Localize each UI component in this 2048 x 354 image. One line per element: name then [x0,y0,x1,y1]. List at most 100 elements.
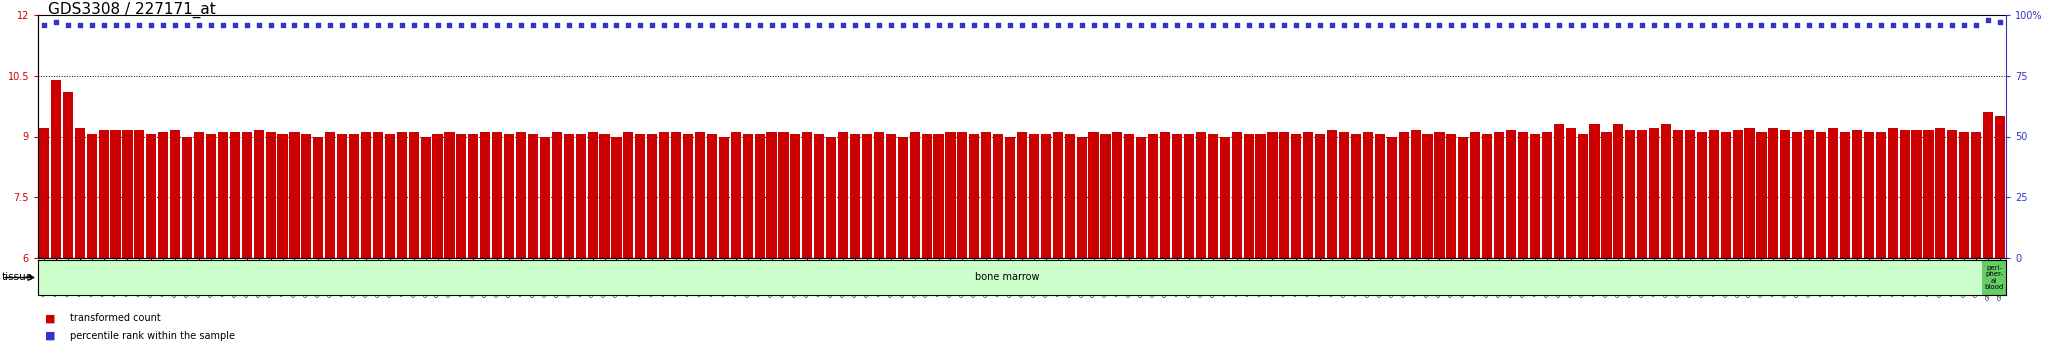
Point [1280,22,1313,28]
Point [1745,22,1778,28]
Bar [432,135,442,258]
Bar [266,132,276,258]
Bar [145,135,156,258]
Text: percentile rank within the sample: percentile rank within the sample [70,331,236,341]
Bar [74,129,84,258]
Bar [410,132,418,258]
Point [778,22,811,28]
Point [1315,22,1348,28]
Bar [469,135,479,258]
Point [827,22,860,28]
Point [219,22,252,28]
Point [1255,22,1288,28]
Point [874,22,907,28]
Bar [1518,132,1528,258]
Bar [825,137,836,258]
Point [1935,22,1968,28]
Bar [1483,135,1493,258]
Bar [1006,137,1016,258]
Bar [1077,137,1087,258]
Bar [1208,135,1219,258]
Point [1792,22,1825,28]
Point [719,22,752,28]
Point [743,22,776,28]
Bar [1745,129,1755,258]
Point [516,22,549,28]
Point [1518,22,1550,28]
Point [1411,22,1444,28]
Point [39,19,72,25]
Bar [1018,132,1026,258]
Bar [635,135,645,258]
Bar [1231,132,1241,258]
Text: ■: ■ [45,331,55,341]
Point [1651,22,1683,28]
Point [432,22,465,28]
Bar [1708,130,1718,258]
Point [838,22,870,28]
Point [1149,22,1182,28]
Bar [1780,130,1790,258]
Point [1386,22,1419,28]
Bar [682,135,692,258]
Bar [1851,130,1862,258]
Bar [1948,130,1958,258]
Bar [623,132,633,258]
Bar [1817,132,1827,258]
Bar [1255,135,1266,258]
Bar [242,132,252,258]
Point [1399,22,1432,28]
Point [588,22,621,28]
Bar [1589,124,1599,258]
Point [887,22,920,28]
Bar [1124,135,1135,258]
Bar [922,135,932,258]
Bar [803,132,813,258]
Point [731,22,764,28]
Point [1673,22,1706,28]
Point [373,22,406,28]
Point [1174,22,1206,28]
Point [1161,22,1194,28]
Bar [659,132,670,258]
Point [1698,22,1731,28]
Point [254,22,287,28]
Point [123,22,156,28]
Bar [1411,130,1421,258]
Point [1923,22,1956,28]
Point [934,22,967,28]
Point [1769,22,1802,28]
Point [242,22,274,28]
Point [147,22,180,28]
Bar [338,135,348,258]
Bar [397,132,408,258]
Bar [313,137,324,258]
Point [1864,22,1896,28]
Bar [934,135,944,258]
Bar [1028,135,1038,258]
Point [170,22,203,28]
Point [362,22,395,28]
Point [444,22,477,28]
Bar [766,132,776,258]
Bar [1434,132,1444,258]
Point [1853,22,1886,28]
Bar [719,137,729,258]
Point [1112,22,1145,28]
Bar [1243,135,1253,258]
Bar [51,80,61,258]
Bar [1100,135,1110,258]
Bar [158,132,168,258]
Bar [504,135,514,258]
Bar [1087,132,1098,258]
Bar [731,132,741,258]
Point [1589,22,1622,28]
Bar [874,132,885,258]
Bar [897,137,907,258]
Point [1804,22,1837,28]
Bar [563,135,573,258]
Point [1292,22,1325,28]
Bar [969,135,979,258]
Bar [360,132,371,258]
Point [707,22,739,28]
